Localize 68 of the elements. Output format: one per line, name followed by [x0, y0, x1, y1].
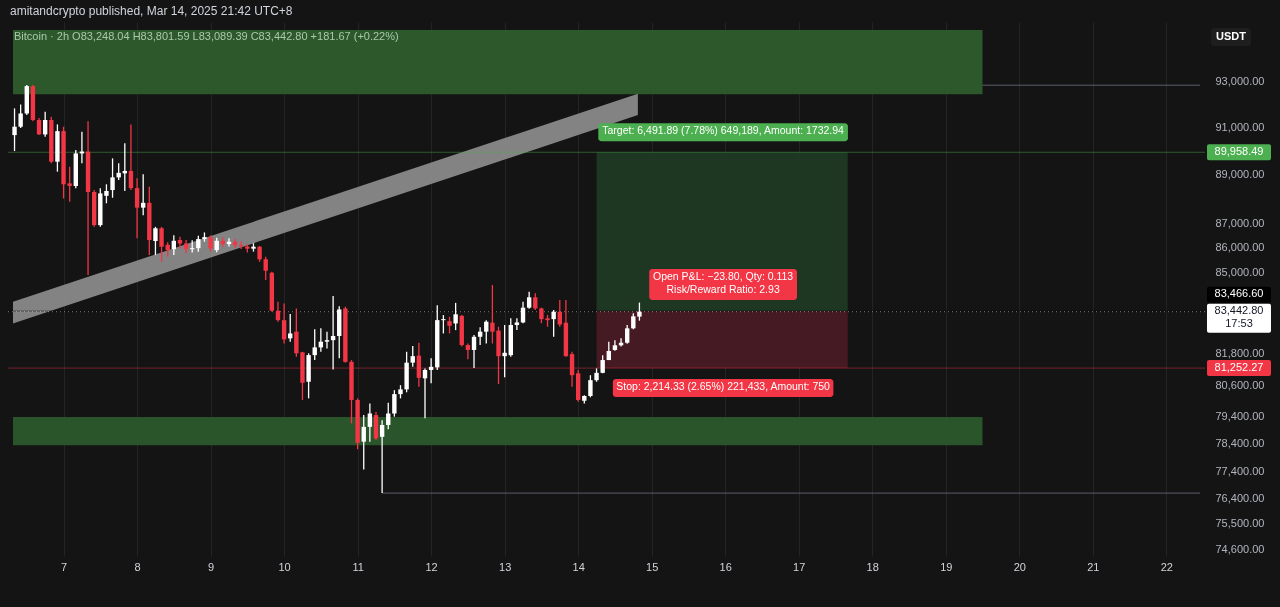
x-tick-label: 7: [60, 560, 68, 573]
y-tick-label: 86,000.00: [1215, 241, 1265, 254]
candlestick: [134, 177, 140, 239]
candlestick: [263, 256, 268, 281]
candlestick: [514, 317, 520, 331]
candlestick: [624, 324, 630, 345]
candlestick: [288, 313, 293, 343]
text: Bitcoin · 2h O83,248.04 H83,801.59 L83,089.39 C83,442.80 +181.67 (+0.22%): [14, 30, 399, 42]
annotation: Target: 6,491.89 (7.78%) 649,189, Amount: 1732.94: [602, 124, 845, 137]
candlestick: [484, 319, 489, 345]
candlestick: [551, 309, 556, 338]
candlestick: [502, 324, 507, 378]
y-tick-label: 87,000.00: [1215, 216, 1265, 229]
y-tick-label: 91,000.00: [1215, 121, 1265, 134]
y-tick-label: 76,400.00: [1215, 492, 1265, 505]
x-tick-label: 22: [1160, 560, 1173, 573]
x-tick-label: 15: [646, 560, 659, 573]
candlestick: [367, 402, 373, 443]
x-tick-label: 16: [719, 560, 732, 573]
y-tick-label: 80,600.00: [1215, 378, 1265, 391]
x-tick-label: 20: [1013, 560, 1026, 573]
y-tick-label: 75,500.00: [1215, 517, 1265, 530]
x-tick-label: 17: [793, 560, 806, 573]
y-tick-label: 79,400.00: [1215, 410, 1265, 423]
candlestick: [465, 342, 471, 360]
candlestick: [410, 345, 415, 368]
candlestick: [441, 314, 446, 335]
annotation: Open P&L: −23.80, Qty: 0.113 Risk/Reward Ratio: 2.93: [653, 270, 794, 296]
x-tick-label: 11: [352, 560, 364, 573]
x-tick-label: 8: [134, 560, 141, 573]
ref-line-label: 89,958.49: [1214, 144, 1264, 157]
x-tick-label: 19: [940, 560, 953, 573]
candlestick: [453, 302, 458, 331]
candlestick: [324, 331, 330, 350]
x-tick-label: 21: [1087, 560, 1100, 573]
candlestick: [18, 103, 23, 129]
x-tick-label: 12: [425, 560, 438, 573]
x-tick-label: 10: [278, 560, 291, 573]
y-tick-label: 77,400.00: [1215, 464, 1265, 477]
candlestick: [392, 389, 397, 418]
y-tick-label: 93,000.00: [1215, 75, 1265, 88]
x-tick-label: 14: [572, 560, 585, 573]
y-tick-label: 89,000.00: [1215, 168, 1265, 181]
y-tick-label: 78,400.00: [1215, 437, 1265, 450]
candlestick: [140, 173, 146, 216]
annotation: Stop: 2,214.33 (2.65%) 221,433, Amount: 750: [616, 380, 831, 393]
candlestick: [12, 107, 17, 152]
y-tick-label: 74,600.00: [1215, 542, 1265, 555]
y-tick-label: 85,000.00: [1215, 265, 1265, 278]
candlestick: [379, 419, 385, 494]
ref-line-label: 83,466.60: [1214, 287, 1264, 300]
candlestick: [361, 414, 366, 471]
candlestick: [110, 157, 115, 199]
x-tick-label: 18: [866, 560, 879, 573]
ref-line-label: 81,252.27: [1214, 360, 1264, 373]
chart-title: amitandcrypto published, Mar 14, 2025 21:42 UTC+8: [10, 4, 293, 18]
ref-line-label: 83,442.80 17:53: [1214, 304, 1264, 330]
x-tick-label: 9: [208, 560, 215, 573]
candlestick: [588, 374, 593, 398]
y-axis-title: USDT: [1216, 30, 1247, 42]
x-tick-label: 13: [499, 560, 512, 573]
candlestick: [386, 402, 391, 430]
candlestick: [416, 342, 422, 388]
candlestick: [153, 226, 158, 256]
candlestick: [312, 328, 317, 361]
candlestick: [471, 334, 477, 369]
y-tick-label: 81,800.00: [1215, 347, 1265, 360]
candlestick: [569, 351, 575, 388]
